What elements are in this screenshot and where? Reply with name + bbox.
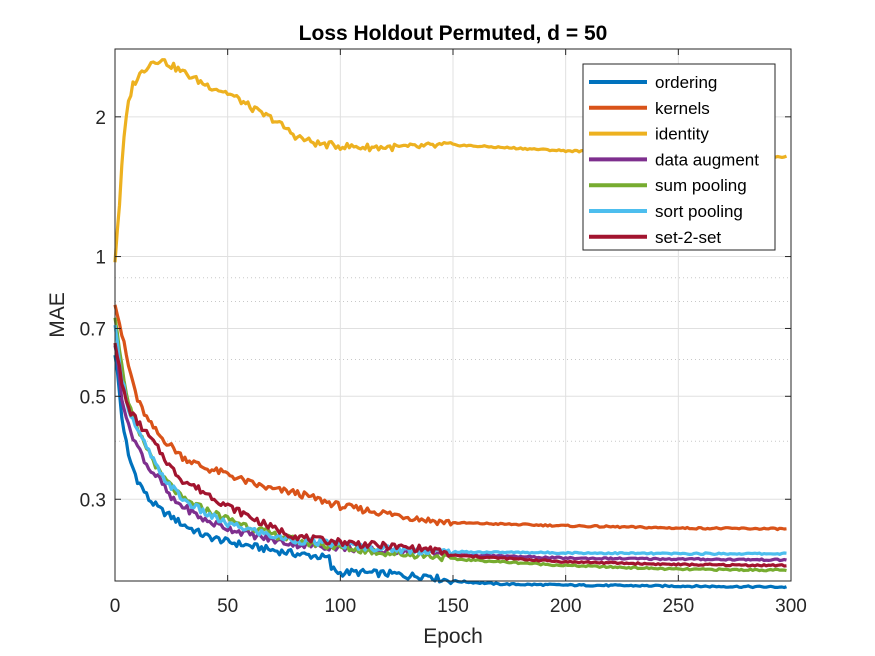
x-tick-label: 200 (550, 596, 582, 617)
legend-label: kernels (655, 99, 710, 118)
x-tick-label: 300 (775, 596, 807, 617)
series-line-sum-pooling (113, 317, 787, 573)
legend-box (582, 63, 776, 251)
series-line-set-2-set (113, 342, 787, 568)
legend: ordering kernels identity data augment sum p… (582, 63, 776, 251)
legend-label: identity (655, 125, 709, 144)
legend-label: ordering (655, 73, 717, 92)
x-tick-label: 50 (217, 596, 238, 617)
x-tick-label: 150 (437, 596, 469, 617)
legend-label: sum pooling (655, 176, 747, 195)
x-tick-label: 100 (324, 596, 356, 617)
y-tick-label: 2 (95, 108, 106, 129)
legend-label: sort pooling (655, 202, 743, 221)
x-axis-title: Epoch (423, 625, 483, 648)
series-layer (113, 58, 788, 590)
y-tick-label: 0.7 (80, 319, 106, 340)
x-axis: 0 50 100 150 200 250 300 (110, 49, 807, 617)
y-axis-title: MAE (46, 292, 69, 338)
y-tick-label: 0.3 (80, 490, 106, 511)
x-tick-label: 0 (110, 596, 121, 617)
legend-label: set-2-set (655, 228, 721, 247)
y-tick-label: 1 (95, 248, 106, 269)
series-line-kernels (113, 304, 787, 532)
legend-label: data augment (655, 150, 759, 169)
y-tick-label: 0.5 (80, 387, 106, 408)
y-axis: 0.3 0.5 0.7 1 2 (80, 108, 791, 511)
x-tick-label: 250 (662, 596, 694, 617)
chart-title: Loss Holdout Permuted, d = 50 (299, 22, 608, 45)
series-line-ordering (113, 354, 788, 590)
